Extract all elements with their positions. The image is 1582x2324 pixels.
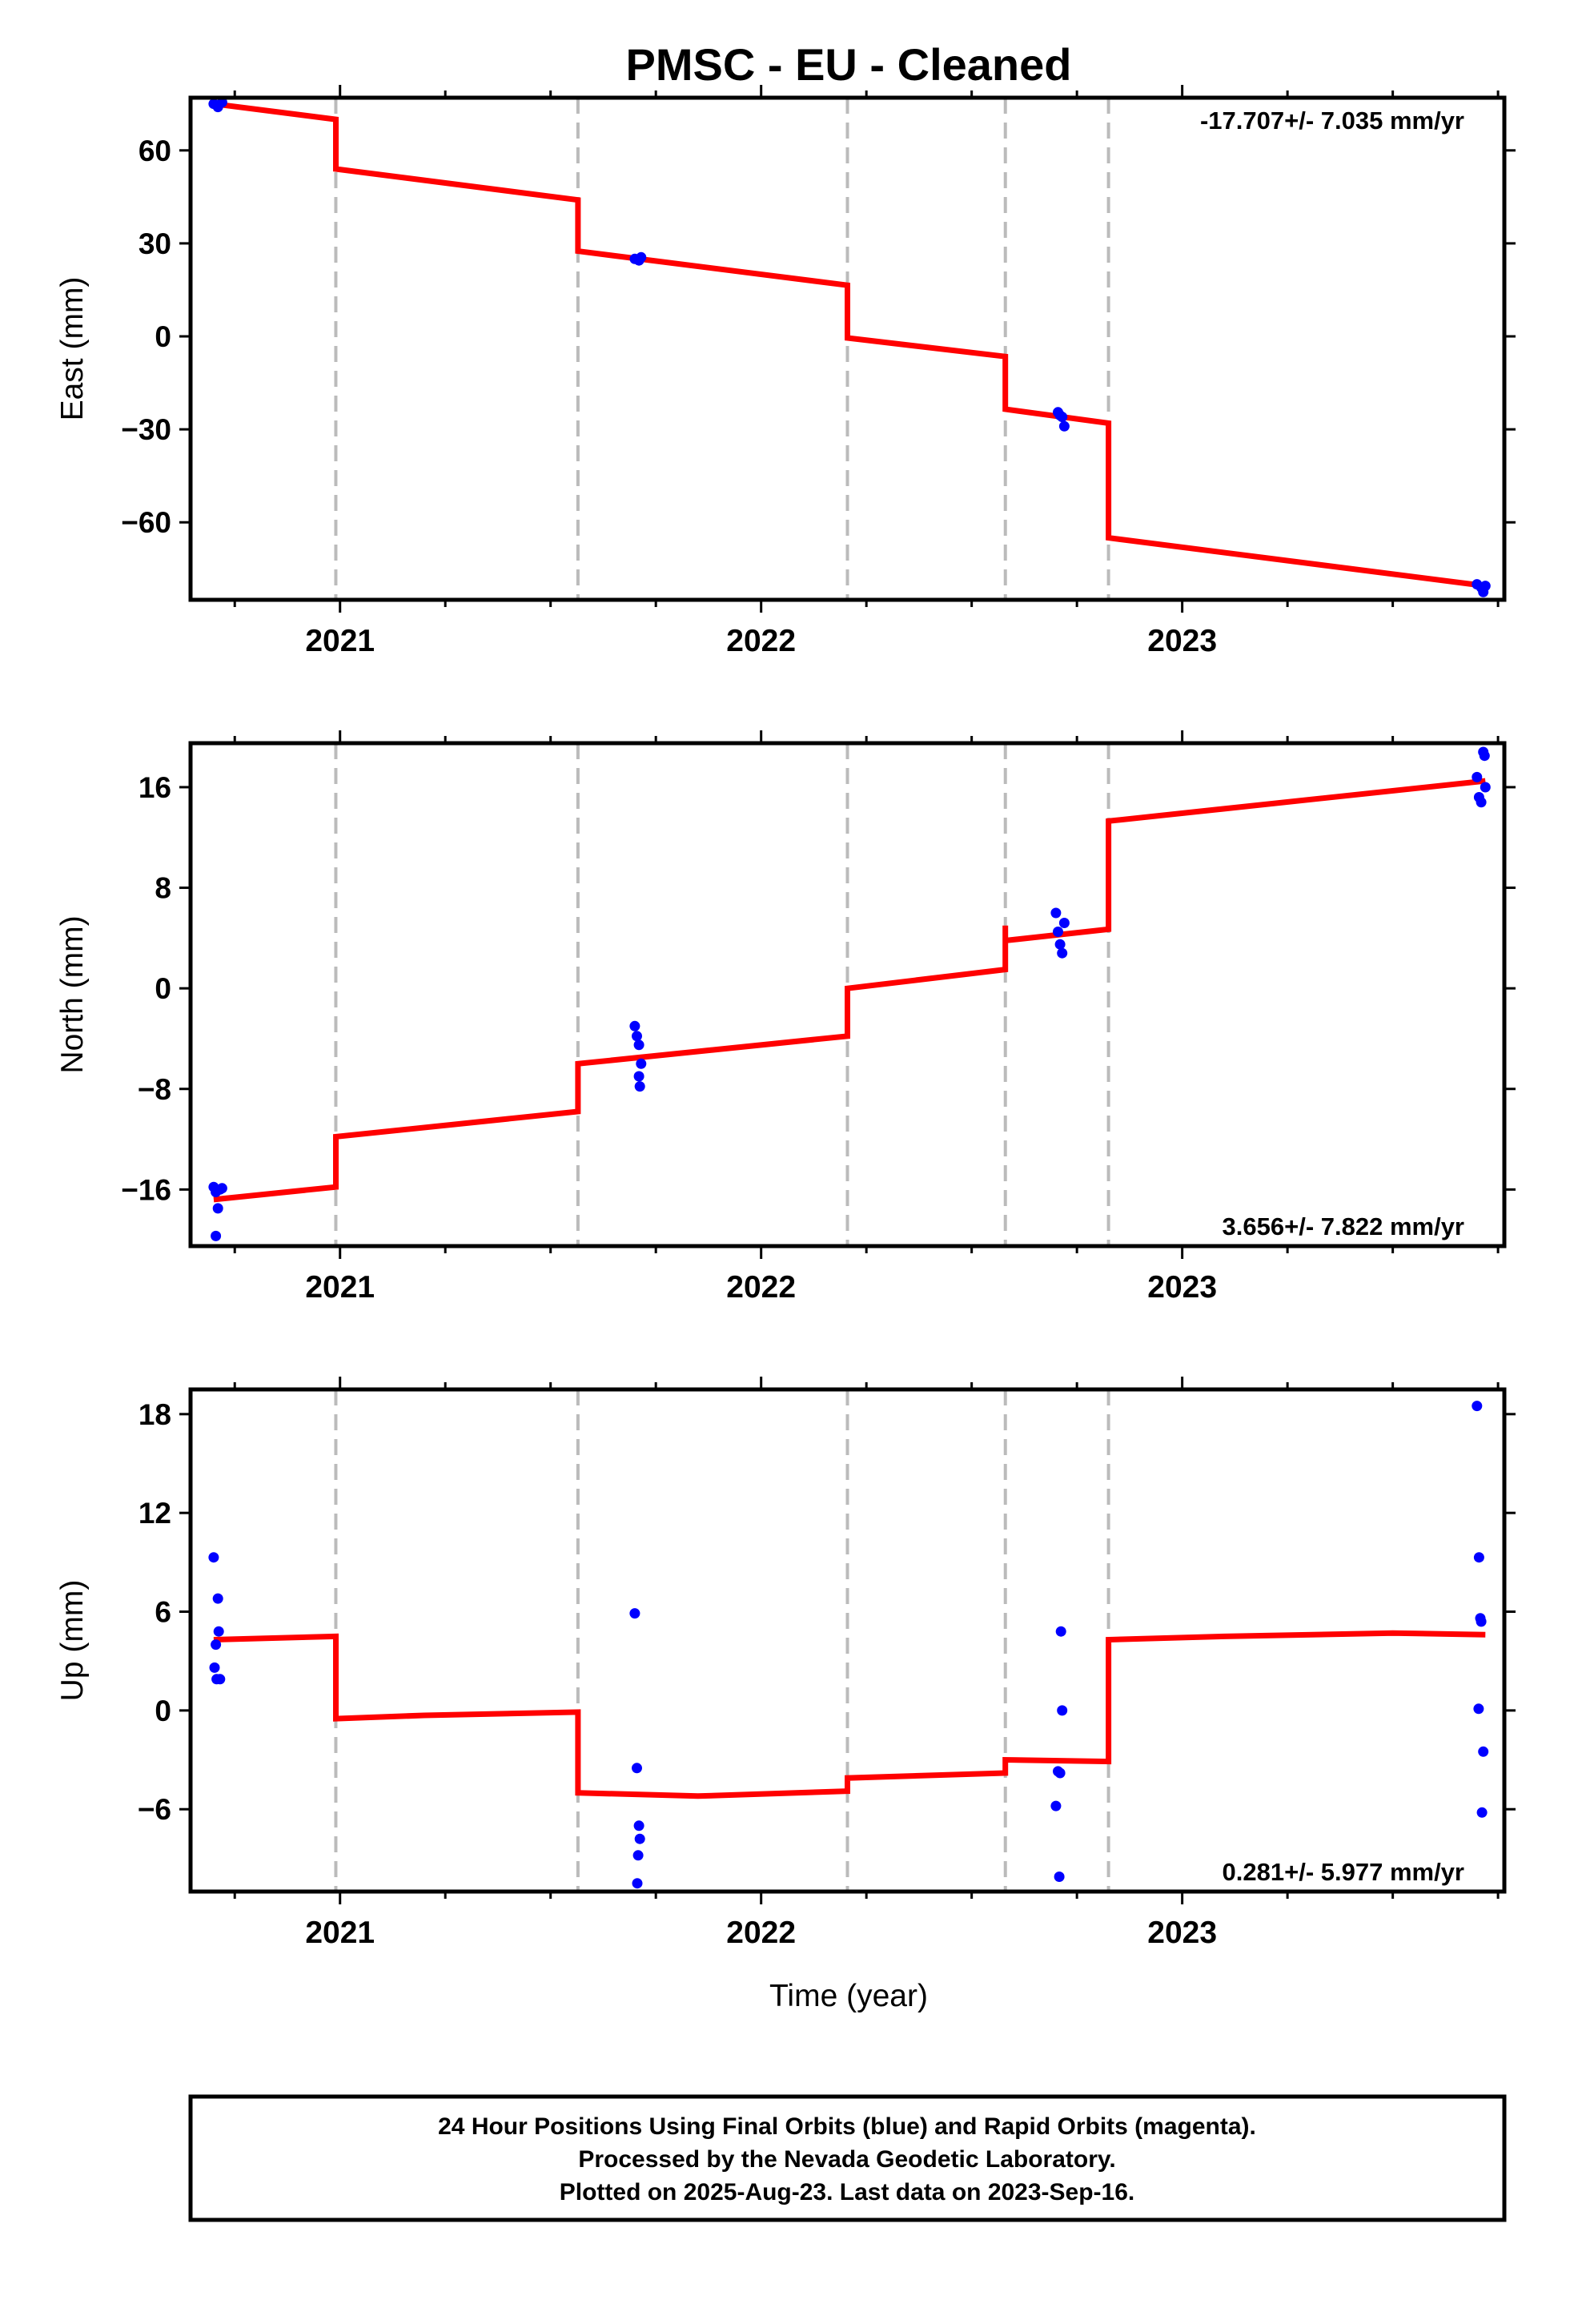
panel-1: −60 −30 0 30 60 2021 2022 2023 East (mm) -17.707+… — [55, 85, 1516, 658]
data-point — [212, 1203, 223, 1214]
data-point — [633, 1039, 644, 1051]
data-point — [1050, 1800, 1062, 1811]
y-tick-label: −8 — [138, 1073, 171, 1106]
data-point — [632, 1878, 643, 1889]
footer-box: 24 Hour Positions Using Final Orbits (bl… — [188, 2094, 1507, 2222]
x-tick-label: 2021 — [305, 1916, 375, 1950]
data-point — [1473, 1703, 1484, 1715]
footer-line-1: 24 Hour Positions Using Final Orbits (bl… — [438, 2113, 1256, 2140]
data-point — [1472, 771, 1483, 782]
y-tick-label: −30 — [121, 413, 171, 446]
data-point — [1476, 797, 1487, 808]
x-tick-label: 2023 — [1147, 1916, 1217, 1950]
data-point — [1058, 918, 1070, 928]
data-point — [633, 1820, 644, 1831]
data-point — [1480, 581, 1491, 592]
footer-border — [188, 2094, 1507, 2222]
model-line — [213, 101, 1486, 589]
data-point — [1050, 907, 1062, 919]
data-point — [1057, 412, 1068, 423]
rate-annotation: 3.656+/- 7.822 mm/yr — [1223, 1212, 1464, 1240]
y-tick-label: 0 — [155, 972, 171, 1005]
data-point — [1053, 927, 1063, 937]
data-point — [632, 1031, 642, 1042]
data-point — [1480, 782, 1491, 793]
data-point — [209, 1662, 220, 1673]
rate-annotation: -17.707+/- 7.035 mm/yr — [1200, 107, 1464, 135]
data-point — [213, 1626, 224, 1637]
x-tick-label: 2023 — [1147, 1270, 1217, 1305]
data-point — [1058, 420, 1070, 432]
panel-2: −16 −8 0 8 16 2021 2022 2023 North (mm) 3.656+/- … — [55, 730, 1516, 1305]
data-point — [1054, 1872, 1065, 1882]
rate-annotation: 0.281+/- 5.977 mm/yr — [1223, 1858, 1464, 1886]
model-line — [213, 778, 1486, 1203]
data-point — [211, 1230, 222, 1241]
y-axis-label: Up (mm) — [55, 1580, 90, 1702]
data-point — [1055, 1626, 1066, 1637]
y-tick-label: 6 — [155, 1596, 171, 1629]
data-point — [633, 1071, 644, 1082]
y-tick-label: 8 — [155, 872, 171, 905]
plot-frame — [188, 1387, 1507, 1894]
data-point — [634, 1833, 645, 1844]
data-point — [1054, 939, 1066, 950]
data-point — [632, 1850, 644, 1861]
y-tick-label: −6 — [138, 1793, 171, 1826]
y-tick-label: 60 — [139, 135, 171, 167]
x-tick-label: 2022 — [726, 1270, 796, 1305]
data-point — [216, 97, 227, 108]
y-tick-label: −60 — [121, 506, 171, 539]
footer-line-2: Processed by the Nevada Geodetic Laborat… — [578, 2146, 1115, 2173]
data-point — [211, 1639, 222, 1651]
data-point — [1476, 1616, 1487, 1627]
data-point — [629, 1020, 640, 1031]
data-point — [1057, 1705, 1068, 1716]
y-tick-label: 0 — [155, 1695, 171, 1727]
data-point — [208, 1552, 219, 1563]
x-tick-label: 2021 — [305, 1270, 375, 1305]
data-point — [1478, 1746, 1489, 1757]
data-point — [1057, 947, 1068, 959]
data-point — [216, 1183, 227, 1194]
data-point — [215, 1674, 226, 1685]
x-tick-label: 2021 — [305, 624, 375, 658]
data-point — [1473, 1552, 1484, 1563]
y-tick-label: 0 — [155, 320, 171, 353]
data-point — [1472, 1401, 1483, 1412]
x-tick-label: 2022 — [726, 1916, 796, 1950]
panel-3: −6 0 6 12 18 2021 2022 2023 Up (mm) 0.281+/- 5.97… — [55, 1377, 1516, 1950]
data-point — [212, 1593, 223, 1604]
y-tick-label: 16 — [139, 771, 171, 804]
x-axis-label: Time (year) — [769, 1979, 928, 2013]
data-point — [629, 1608, 640, 1619]
data-point — [1476, 1807, 1488, 1818]
model-line — [213, 1630, 1486, 1799]
plot-frame — [188, 95, 1507, 602]
y-tick-label: 30 — [139, 227, 171, 260]
y-tick-label: 12 — [139, 1497, 171, 1530]
data-point — [1479, 750, 1490, 762]
y-tick-label: 18 — [139, 1398, 171, 1431]
y-tick-label: −16 — [121, 1173, 171, 1206]
data-point — [632, 1763, 642, 1774]
data-point — [636, 251, 647, 263]
y-axis-label: North (mm) — [55, 915, 90, 1073]
x-tick-label: 2023 — [1147, 624, 1217, 658]
footer-line-3: Plotted on 2025-Aug-23. Last data on 202… — [560, 2179, 1135, 2205]
chart-title: PMSC - EU - Cleaned — [626, 39, 1072, 90]
data-point — [1054, 1767, 1066, 1779]
plot-frame — [188, 741, 1507, 1248]
data-point — [634, 1081, 645, 1092]
data-point — [636, 1058, 647, 1069]
x-tick-label: 2022 — [726, 624, 796, 658]
y-axis-label: East (mm) — [55, 277, 90, 421]
